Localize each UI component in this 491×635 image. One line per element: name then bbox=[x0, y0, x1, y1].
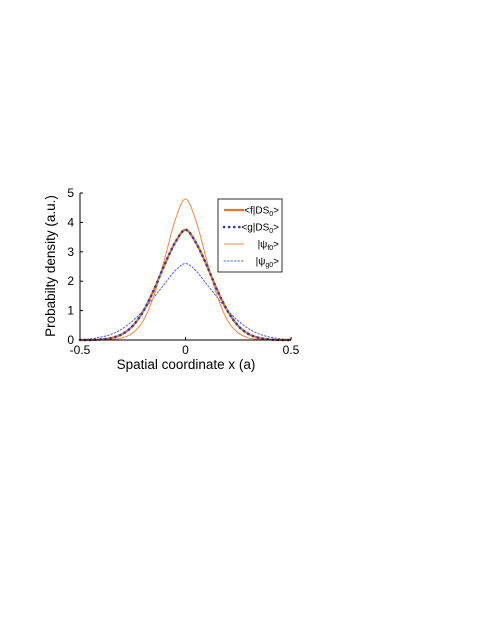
y-axis-label: Probabilty density (a.u.) bbox=[43, 195, 58, 337]
legend-label-4: |ψg0> bbox=[256, 257, 280, 270]
x-tick-label: 0 bbox=[182, 343, 189, 357]
x-tick-label: -0.5 bbox=[70, 343, 91, 357]
series-line-2 bbox=[78, 228, 293, 342]
legend-box bbox=[217, 198, 283, 273]
series-line-3 bbox=[80, 198, 291, 341]
y-tick-label: 2 bbox=[67, 274, 74, 288]
legend-label-3: |ψf0> bbox=[258, 240, 280, 253]
y-tick-label: 0 bbox=[67, 333, 74, 347]
series-line-4 bbox=[79, 263, 292, 340]
y-tick-label: 4 bbox=[67, 215, 74, 229]
series-layer bbox=[78, 198, 293, 342]
y-tick-label: 1 bbox=[67, 304, 74, 318]
x-tick-label: 0.5 bbox=[283, 343, 300, 357]
y-tick-label: 5 bbox=[67, 186, 74, 200]
legend-label-2: <g|DS0> bbox=[241, 223, 279, 236]
legend: <f|DS0> <g|DS0> |ψf0> |ψg0> bbox=[217, 198, 283, 273]
x-axis-label: Spatial coordinate x (a) bbox=[117, 357, 256, 372]
legend-label-1: <f|DS0> bbox=[244, 206, 279, 219]
y-tick-label: 3 bbox=[67, 245, 74, 259]
